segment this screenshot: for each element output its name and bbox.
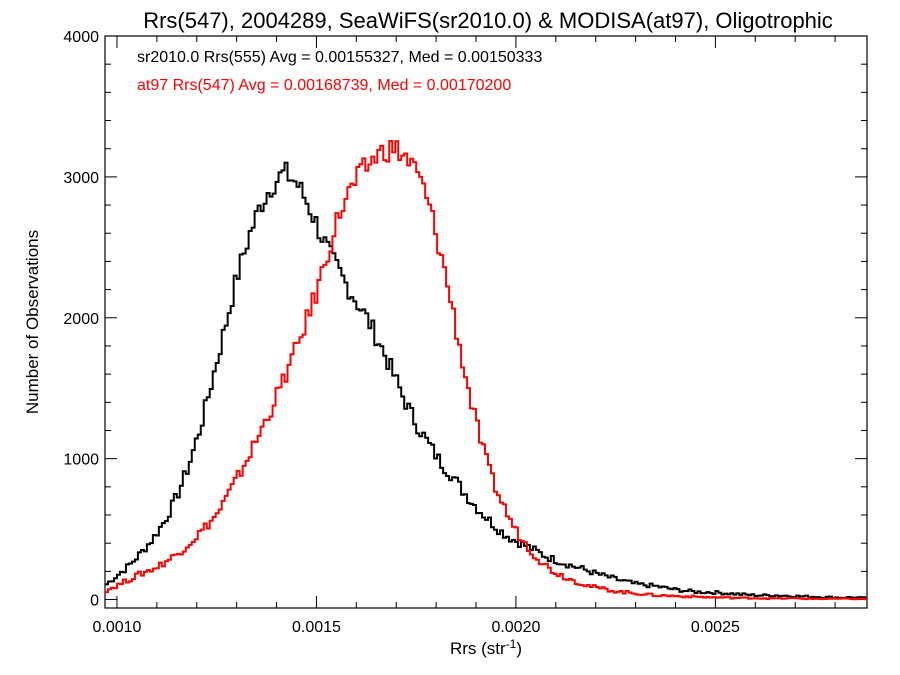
annotation-2: at97 Rrs(547) Avg = 0.00168739, Med = 0.… bbox=[137, 77, 511, 94]
series-2-line bbox=[105, 140, 867, 601]
x-axis-label-main: Rrs (str bbox=[450, 639, 506, 658]
x-tick-label: 0.0015 bbox=[292, 619, 341, 636]
x-tick-label: 0.0020 bbox=[491, 619, 540, 636]
y-tick-label: 4000 bbox=[63, 29, 99, 46]
series-1-line bbox=[105, 161, 867, 600]
y-tick-label: 0 bbox=[90, 593, 99, 610]
y-tick-label: 2000 bbox=[63, 311, 99, 328]
annotation-1: sr2010.0 Rrs(555) Avg = 0.00155327, Med … bbox=[137, 49, 542, 66]
chart-title: Rrs(547), 2004289, SeaWiFS(sr2010.0) & M… bbox=[143, 8, 833, 33]
x-tick-label: 0.0025 bbox=[691, 619, 740, 636]
plot-frame bbox=[104, 35, 868, 609]
y-axis-label: Number of Observations bbox=[23, 230, 42, 414]
x-tick-label: 0.0010 bbox=[92, 619, 141, 636]
x-axis-label: Rrs (str-1) bbox=[450, 637, 522, 658]
y-tick-label: 1000 bbox=[63, 452, 99, 469]
series-layer bbox=[105, 140, 867, 601]
x-axis-label-close: ) bbox=[516, 639, 522, 658]
x-axis-label-superscript: -1 bbox=[506, 637, 517, 651]
y-axis: 0 1000 2000 3000 4000 bbox=[63, 29, 867, 610]
x-axis: 0.0010 0.0015 0.0020 0.0025 bbox=[92, 36, 836, 636]
y-tick-label: 3000 bbox=[63, 170, 99, 187]
annotations: sr2010.0 Rrs(555) Avg = 0.00155327, Med … bbox=[137, 49, 542, 94]
